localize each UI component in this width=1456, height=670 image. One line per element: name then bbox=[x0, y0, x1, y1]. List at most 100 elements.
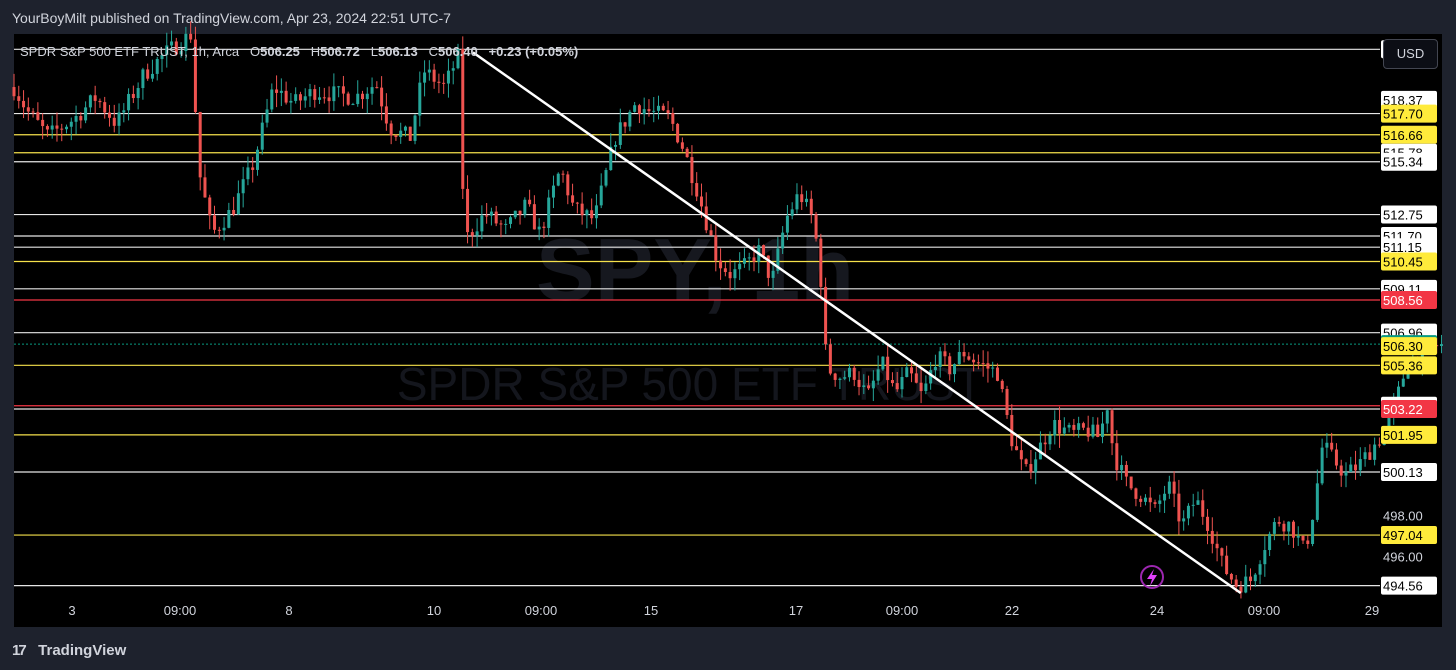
candle-body bbox=[437, 81, 441, 83]
chart-area[interactable] bbox=[14, 34, 1442, 627]
candle-body bbox=[41, 119, 45, 127]
candle-body bbox=[938, 351, 942, 368]
trendline-group[interactable] bbox=[472, 51, 1242, 595]
candle-body bbox=[93, 95, 97, 101]
candle-body bbox=[174, 41, 178, 55]
candle-body bbox=[1062, 427, 1066, 434]
candle-body bbox=[824, 286, 828, 345]
candle-body bbox=[466, 188, 470, 233]
candle-body bbox=[551, 185, 555, 198]
candle-body bbox=[361, 93, 365, 100]
candle-body bbox=[213, 215, 217, 230]
candle-body bbox=[1334, 449, 1338, 466]
candle-body bbox=[585, 210, 589, 216]
candle-body bbox=[461, 48, 465, 189]
candle-body bbox=[1091, 424, 1095, 437]
candle-body bbox=[1196, 500, 1200, 505]
candle-body bbox=[1287, 521, 1291, 532]
candle-body bbox=[685, 148, 689, 158]
price-label-510.45: 510.45 bbox=[1381, 252, 1437, 271]
candle-body bbox=[623, 122, 627, 127]
candle-body bbox=[1015, 446, 1019, 451]
candle-body bbox=[294, 94, 298, 101]
candle-body bbox=[633, 105, 637, 112]
svg-text:506.30: 506.30 bbox=[1383, 339, 1423, 354]
candle-body bbox=[1387, 414, 1391, 429]
candle-body bbox=[805, 198, 809, 203]
candle-body bbox=[1320, 447, 1324, 484]
candle-body bbox=[1043, 442, 1047, 445]
candle-body bbox=[1158, 500, 1162, 504]
candle-body bbox=[322, 97, 326, 99]
price-axis[interactable]: 520.85518.37517.70516.66515.78515.34512.… bbox=[1381, 40, 1437, 595]
candle-body bbox=[203, 177, 207, 198]
symbol-name: SPDR S&P 500 ETF TRUST, 1h, Arca bbox=[20, 44, 240, 59]
candle-body bbox=[446, 70, 450, 84]
candle-body bbox=[1215, 543, 1219, 549]
candle-body bbox=[1397, 386, 1401, 403]
candle-body bbox=[1024, 459, 1028, 465]
candle-body bbox=[628, 111, 632, 127]
svg-text:498.00: 498.00 bbox=[1383, 508, 1423, 523]
candle-body bbox=[566, 174, 570, 196]
candle-body bbox=[84, 107, 88, 121]
candle-body bbox=[556, 173, 560, 186]
candle-body bbox=[127, 93, 131, 111]
publish-header: YourBoyMilt published on TradingView.com… bbox=[0, 0, 1456, 34]
candle-body bbox=[652, 110, 656, 112]
candle-body bbox=[542, 226, 546, 228]
candle-body bbox=[604, 170, 608, 186]
candle-body bbox=[1253, 574, 1257, 582]
trendline[interactable] bbox=[472, 51, 1242, 595]
candle-body bbox=[341, 86, 345, 94]
alert-lightning-icon[interactable] bbox=[1140, 565, 1164, 589]
candle-body bbox=[647, 109, 651, 112]
candle-body bbox=[1268, 533, 1272, 551]
candle-body bbox=[494, 211, 498, 224]
currency-button[interactable]: USD bbox=[1383, 39, 1438, 69]
candle-body bbox=[31, 111, 35, 113]
horizontal-lines-group bbox=[14, 48, 1380, 587]
candle-body bbox=[905, 367, 909, 378]
candle-body bbox=[690, 157, 694, 184]
candle-body bbox=[1277, 522, 1281, 524]
candle-body bbox=[370, 87, 374, 94]
time-axis[interactable]: 3 09:00 8 10 09:00 15 17 09:00 22 24 09:00 29 bbox=[68, 603, 1379, 618]
candle-body bbox=[303, 96, 307, 101]
candle-body bbox=[112, 117, 116, 126]
candle-body bbox=[1325, 442, 1329, 448]
candle-body bbox=[857, 379, 861, 388]
candle-body bbox=[962, 351, 966, 357]
candle-body bbox=[356, 93, 360, 105]
candle-body bbox=[1363, 452, 1367, 460]
candle-body bbox=[910, 367, 914, 374]
candle-body bbox=[394, 135, 398, 138]
svg-text:500.13: 500.13 bbox=[1383, 465, 1423, 480]
svg-text:496.00: 496.00 bbox=[1383, 549, 1423, 564]
candle-body bbox=[198, 111, 202, 178]
candle-body bbox=[489, 211, 493, 216]
candle-body bbox=[1358, 459, 1362, 471]
candle-body bbox=[1344, 471, 1348, 476]
price-label-508.56: 508.56 bbox=[1381, 291, 1437, 310]
time-tick: 09:00 bbox=[886, 603, 919, 618]
candle-body bbox=[814, 214, 818, 239]
time-tick: 24 bbox=[1150, 603, 1164, 618]
candle-body bbox=[1000, 380, 1004, 390]
candle-body bbox=[1368, 452, 1372, 460]
time-tick: 17 bbox=[789, 603, 803, 618]
candle-body bbox=[723, 268, 727, 273]
candle-body bbox=[146, 69, 150, 79]
tradingview-logo[interactable]: 17 TradingView bbox=[12, 642, 126, 659]
candle-body bbox=[222, 227, 226, 231]
candle-body bbox=[523, 199, 527, 215]
candle-body bbox=[900, 377, 904, 390]
candle-body bbox=[833, 373, 837, 380]
candle-body bbox=[699, 196, 703, 207]
candle-body bbox=[289, 100, 293, 103]
candle-body bbox=[671, 113, 675, 124]
candle-body bbox=[470, 232, 474, 236]
candle-body bbox=[509, 217, 513, 224]
candle-body bbox=[327, 97, 331, 102]
